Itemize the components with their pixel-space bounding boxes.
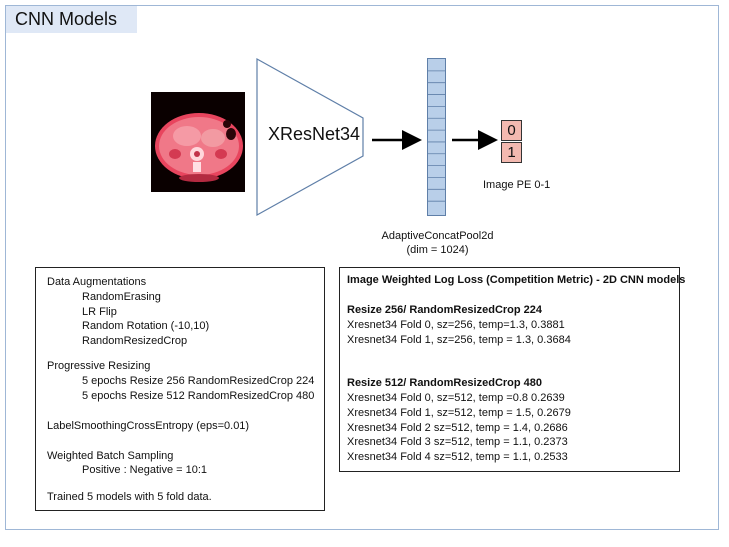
resize-item: 5 epochs Resize 256 RandomResizedCrop 22…: [82, 375, 315, 387]
results-panel: [339, 267, 680, 472]
pool-dim-label: (dim = 1024): [406, 244, 469, 256]
section2-title: Resize 512/ RandomResizedCrop 480: [347, 377, 543, 389]
aug-item: LR Flip: [82, 306, 117, 318]
aug-item: RandomResizedCrop: [82, 335, 188, 347]
pool-feature-bar: [427, 58, 446, 216]
result-row: Xresnet34 Fold 2 sz=512, temp = 1.4, 0.2…: [347, 422, 568, 434]
ct-scan-image: [151, 92, 245, 192]
aug-heading: Data Augmentations: [47, 276, 147, 288]
sampling-heading: Weighted Batch Sampling: [47, 450, 174, 462]
result-row: Xresnet34 Fold 4 sz=512, temp = 1.1, 0.2…: [347, 451, 568, 463]
result-row: Xresnet34 Fold 0, sz=512, temp =0.8 0.26…: [347, 392, 565, 404]
training-details-panel: [35, 267, 325, 511]
aug-item: Random Rotation (-10,10): [82, 320, 210, 332]
slide-frame: [5, 5, 719, 530]
output-class-0: 0: [501, 120, 522, 141]
slide-title: CNN Models: [15, 9, 118, 29]
sampling-ratio: Positive : Negative = 10:1: [82, 464, 208, 476]
loss-function: LabelSmoothingCrossEntropy (eps=0.01): [47, 420, 250, 432]
output-class-1: 1: [501, 142, 522, 163]
encoder-trapezoid: [256, 58, 364, 217]
resize-heading: Progressive Resizing: [47, 360, 151, 372]
resize-item: 5 epochs Resize 512 RandomResizedCrop 48…: [82, 390, 315, 402]
output-label: Image PE 0-1: [483, 179, 551, 191]
title-bar: [6, 6, 137, 33]
trained-note: Trained 5 models with 5 fold data.: [47, 491, 212, 503]
result-row: Xresnet34 Fold 0, sz=256, temp=1.3, 0.38…: [347, 319, 565, 331]
result-row: Xresnet34 Fold 1, sz=512, temp = 1.5, 0.…: [347, 407, 571, 419]
result-row: Xresnet34 Fold 1, sz=256, temp = 1.3, 0.…: [347, 334, 571, 346]
pool-label: AdaptiveConcatPool2d: [381, 230, 494, 242]
section1-title: Resize 256/ RandomResizedCrop 224: [347, 304, 543, 316]
results-title: Image Weighted Log Loss (Competition Met…: [347, 274, 686, 286]
model-name-label: XResNet34: [268, 124, 361, 144]
result-row: Xresnet34 Fold 3 sz=512, temp = 1.1, 0.2…: [347, 436, 568, 448]
aug-item: RandomErasing: [82, 291, 161, 303]
